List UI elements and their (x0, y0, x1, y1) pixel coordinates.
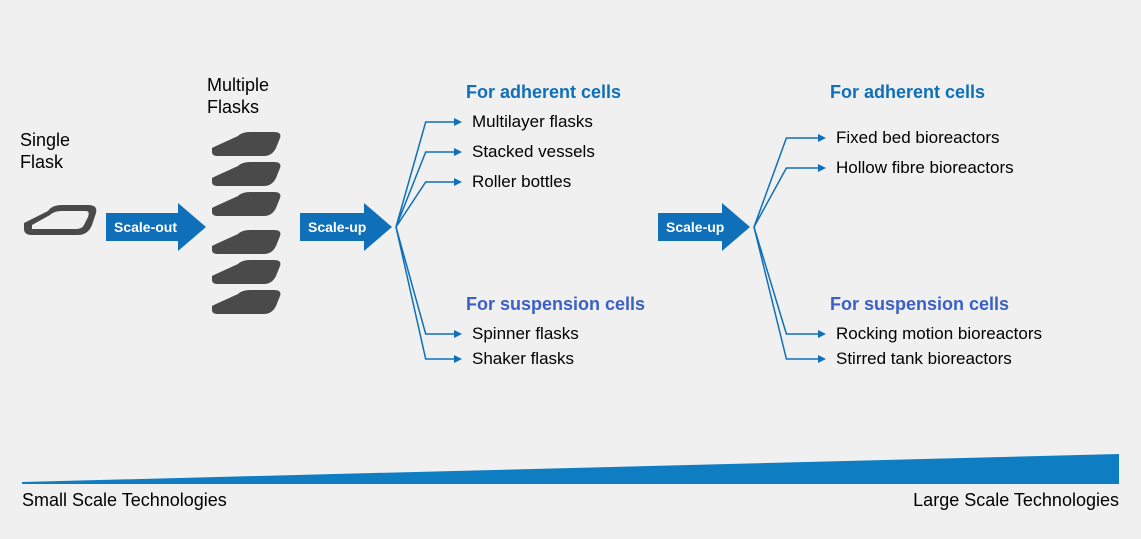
group1-adherent-item-2: Roller bottles (472, 172, 571, 192)
group2-suspension-heading: For suspension cells (830, 294, 1009, 315)
group2-adherent-heading: For adherent cells (830, 82, 985, 103)
single-flask-icon (18, 195, 98, 239)
group1-suspension-heading-text: For suspension cells (466, 294, 645, 314)
group1-adherent-heading-text: For adherent cells (466, 82, 621, 102)
group2-adherent-item-1: Hollow fibre bioreactors (836, 158, 1014, 178)
group1-suspension-heading: For suspension cells (466, 294, 645, 315)
group2-suspension-item-0: Rocking motion bioreactors (836, 324, 1042, 344)
multiple-flasks-label: Multiple Flasks (207, 75, 269, 118)
group2-adherent-heading-text: For adherent cells (830, 82, 985, 102)
flask-stack-top (206, 126, 290, 220)
single-flask-label: Single Flask (20, 130, 70, 173)
scale-right-label: Large Scale Technologies (913, 490, 1119, 511)
group2-suspension-item-1: Stirred tank bioreactors (836, 349, 1012, 369)
group2-adherent-item-0: Fixed bed bioreactors (836, 128, 999, 148)
group1-suspension-item-1: Shaker flasks (472, 349, 574, 369)
group1-adherent-item-0: Multilayer flasks (472, 112, 593, 132)
single-flask-text: Single Flask (20, 130, 70, 172)
multiple-flasks-text: Multiple Flasks (207, 75, 269, 117)
scale-wedge (22, 454, 1119, 484)
flask-stack-bottom (206, 224, 290, 318)
scale-left-label: Small Scale Technologies (22, 490, 227, 511)
group1-adherent-item-1: Stacked vessels (472, 142, 595, 162)
group2-suspension-heading-text: For suspension cells (830, 294, 1009, 314)
group1-suspension-item-0: Spinner flasks (472, 324, 579, 344)
group1-adherent-heading: For adherent cells (466, 82, 621, 103)
